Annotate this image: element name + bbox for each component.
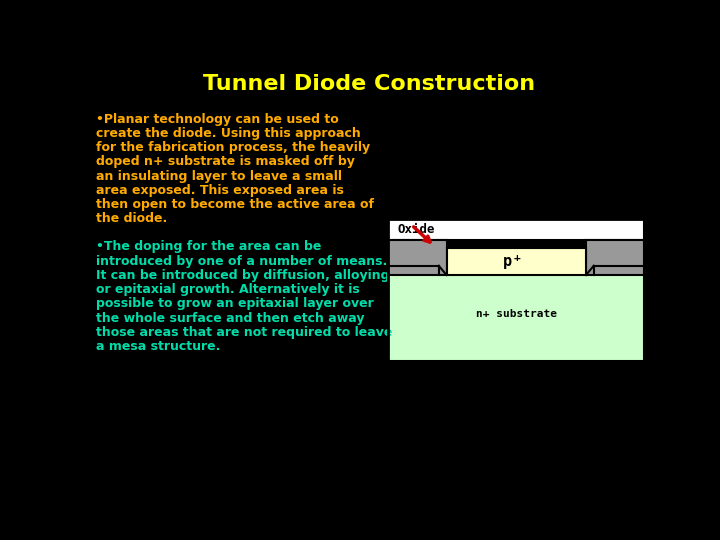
Bar [388, 219, 644, 361]
Text: the whole surface and then etch away: the whole surface and then etch away [96, 312, 365, 325]
Bar [388, 240, 446, 275]
Bar [446, 248, 586, 275]
Text: +: + [514, 253, 521, 262]
Text: Oxide: Oxide [397, 222, 435, 235]
Text: possible to grow an epitaxial layer over: possible to grow an epitaxial layer over [96, 298, 374, 310]
Text: Tunnel Diode Construction: Tunnel Diode Construction [203, 74, 535, 94]
Text: or epitaxial growth. Alternatively it is: or epitaxial growth. Alternatively it is [96, 283, 360, 296]
Bar [388, 266, 644, 361]
Text: an insulating layer to leave a small: an insulating layer to leave a small [96, 170, 342, 183]
Text: a mesa structure.: a mesa structure. [96, 340, 220, 353]
Bar [388, 219, 644, 240]
Text: then open to become the active area of: then open to become the active area of [96, 198, 374, 211]
Text: •The doping for the area can be: •The doping for the area can be [96, 240, 322, 253]
Text: n+ substrate: n+ substrate [476, 308, 557, 319]
Text: •Planar technology can be used to: •Planar technology can be used to [96, 112, 339, 125]
Text: for the fabrication process, the heavily: for the fabrication process, the heavily [96, 141, 370, 154]
Text: create the diode. Using this approach: create the diode. Using this approach [96, 127, 361, 140]
Text: introduced by one of a number of means.: introduced by one of a number of means. [96, 254, 387, 268]
Text: doped n+ substrate is masked off by: doped n+ substrate is masked off by [96, 156, 355, 168]
Text: It can be introduced by diffusion, alloying: It can be introduced by diffusion, alloy… [96, 269, 390, 282]
Polygon shape [586, 266, 594, 275]
Polygon shape [438, 266, 446, 275]
Text: those areas that are not required to leave: those areas that are not required to lea… [96, 326, 392, 339]
Bar [586, 240, 644, 275]
Text: p: p [503, 254, 513, 269]
Text: area exposed. This exposed area is: area exposed. This exposed area is [96, 184, 344, 197]
Text: the diode.: the diode. [96, 212, 168, 225]
